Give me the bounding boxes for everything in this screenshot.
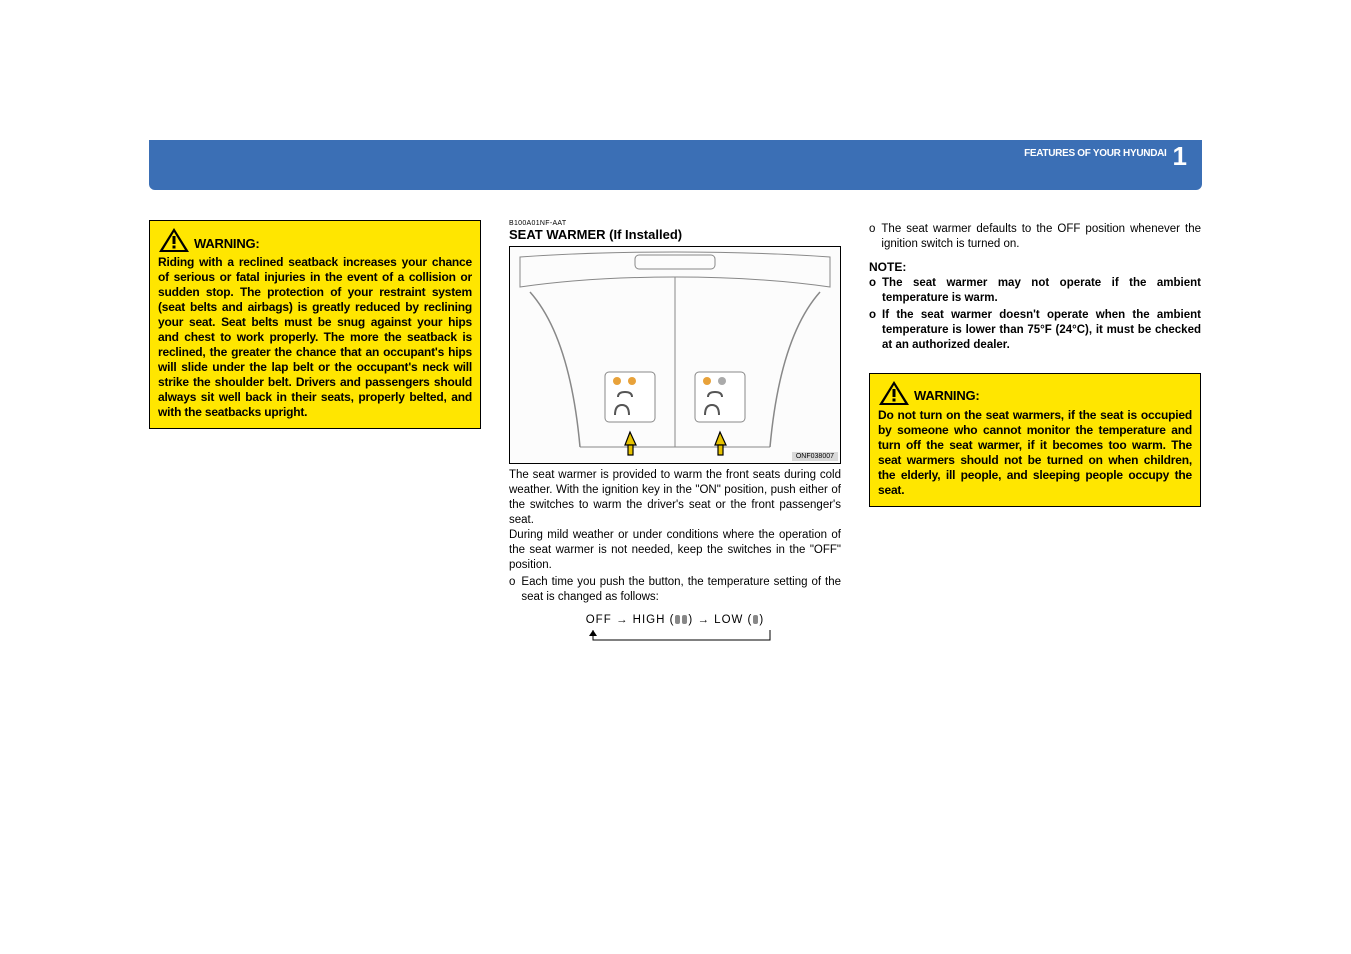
bullet-marker: o [869,222,875,252]
bullet-marker: o [509,575,515,605]
warning-label: WARNING: [914,388,980,404]
warning-header: WARNING: [158,227,472,253]
note-list: o The seat warmer may not operate if the… [869,276,1201,353]
column-2: B100A01NF-AAT SEAT WARMER (If Installed) [509,220,841,642]
bullet-text: If the seat warmer doesn't operate when … [882,308,1201,353]
seq-low-close: ) [759,614,764,626]
bullet-text: The seat warmer may not operate if the a… [882,276,1201,306]
warning-header: WARNING: [878,380,1192,406]
bullet-text: The seat warmer defaults to the OFF posi… [881,222,1201,252]
warning-triangle-icon [158,227,190,253]
sequence-line: OFF → HIGH () → LOW () [509,614,841,626]
section-code: B100A01NF-AAT [509,220,841,227]
seat-warmer-para1: The seat warmer is provided to warm the … [509,468,841,528]
indicator-icon [675,615,680,624]
bullet-marker: o [869,308,876,353]
loop-arrow-icon [575,628,775,642]
indicator-icon [682,615,687,624]
bullet-marker: o [869,276,876,306]
seat-warmer-bullet: o Each time you push the button, the tem… [509,575,841,605]
arrow-icon: → [697,614,710,626]
warning-body: Riding with a reclined seatback increase… [158,255,472,420]
note-item: o The seat warmer may not operate if the… [869,276,1201,306]
section-number: 1 [1173,143,1187,169]
warning-label: WARNING: [194,236,260,252]
warning-body: Do not turn on the seat warmers, if the … [878,408,1192,498]
warning-box-seatback: WARNING: Riding with a reclined seatback… [149,220,481,429]
seat-warmer-para2: During mild weather or under conditions … [509,528,841,573]
column-3: o The seat warmer defaults to the OFF po… [869,220,1201,642]
bullet-text: Each time you push the button, the tempe… [521,575,841,605]
default-off-bullet: o The seat warmer defaults to the OFF po… [869,222,1201,252]
warning-box-seatwarmer: WARNING: Do not turn on the seat warmers… [869,373,1201,507]
seq-low: LOW ( [714,614,752,626]
header-title: FEATURES OF YOUR HYUNDAI [1024,148,1166,159]
content-area: WARNING: Riding with a reclined seatback… [149,220,1202,642]
section-title: SEAT WARMER (If Installed) [509,227,841,242]
figure-label: ONF038007 [792,452,838,461]
note-item: o If the seat warmer doesn't operate whe… [869,308,1201,353]
page-header: FEATURES OF YOUR HYUNDAI 1 [149,140,1202,190]
seat-warmer-illustration [510,247,840,463]
seat-warmer-figure: ONF038007 [509,246,841,464]
arrow-icon: → [616,614,629,626]
seq-high-close: ) [688,614,693,626]
spacer [869,353,1201,373]
sequence-loop [509,628,841,642]
column-1: WARNING: Riding with a reclined seatback… [149,220,481,642]
seq-off: OFF [586,614,612,626]
note-title: NOTE: [869,260,1201,274]
indicator-icon [753,615,758,624]
seq-high: HIGH ( [633,614,675,626]
warning-triangle-icon [878,380,910,406]
page-number: 19 [1174,191,1187,205]
